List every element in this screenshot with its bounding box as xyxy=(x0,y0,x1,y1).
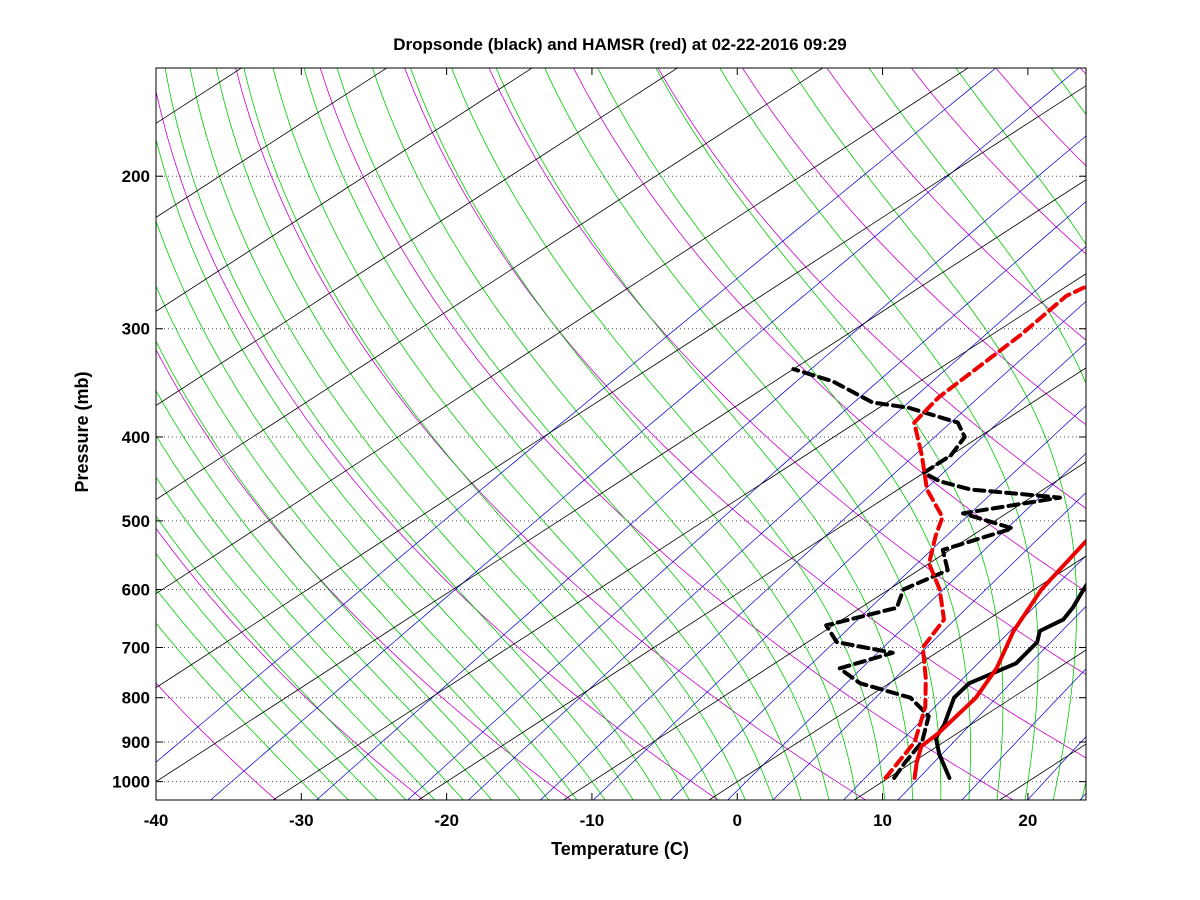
y-tick-label: 300 xyxy=(122,320,150,339)
x-tick-label: 10 xyxy=(873,811,892,830)
moist-adiabat-line xyxy=(164,68,634,800)
mixing-ratio-line xyxy=(897,606,1086,800)
mixing-ratio-line xyxy=(156,68,997,763)
dry-adiabat-line xyxy=(657,68,1086,509)
isotherm-line xyxy=(156,68,969,595)
isotherm-line xyxy=(417,367,1086,800)
dry-adiabat-line xyxy=(156,348,572,800)
plot-area xyxy=(156,68,1086,800)
y-tick-label: 700 xyxy=(122,638,150,657)
isotherm-line xyxy=(562,461,1086,800)
chart-title: Dropsonde (black) and HAMSR (red) at 02-… xyxy=(393,35,846,54)
x-tick-label: 0 xyxy=(733,811,742,830)
x-tick-label: -40 xyxy=(144,811,169,830)
moist-adiabat-line xyxy=(410,68,858,800)
moist-adiabat-line xyxy=(156,515,407,800)
isotherm-line xyxy=(156,68,388,218)
moist-adiabat-line xyxy=(156,622,321,800)
moist-adiabat-line xyxy=(156,220,578,800)
isotherm-line xyxy=(853,649,1086,800)
isotherm-line xyxy=(708,555,1086,800)
hamsr-temperature-line xyxy=(912,538,1086,780)
moist-adiabat-line xyxy=(451,68,886,800)
dropsonde-dewpoint-line xyxy=(791,367,1062,780)
mixing-ratio-line xyxy=(316,135,1086,800)
isotherm-line xyxy=(156,85,1086,689)
isotherm-line xyxy=(156,68,533,312)
moist-adiabat-line xyxy=(597,68,971,800)
moist-adiabat-line xyxy=(156,552,378,800)
y-tick-label: 900 xyxy=(122,733,150,752)
y-tick-label: 600 xyxy=(122,580,150,599)
plot-frame xyxy=(155,67,1087,801)
isotherm-line xyxy=(156,179,1086,783)
y-tick-label: 800 xyxy=(122,689,150,708)
moist-adiabat-line xyxy=(156,137,606,800)
y-axis: 200 300 400 500 600 700 800 900 1000 xyxy=(112,167,1086,792)
y-axis-label: Pressure (mb) xyxy=(72,371,92,492)
series-lines xyxy=(791,284,1086,780)
x-axis: -40 -30 -20 -10 0 10 20 xyxy=(144,68,1037,830)
y-tick-label: 1000 xyxy=(112,773,150,792)
moist-adiabat-line xyxy=(156,389,493,800)
moist-adiabat-line xyxy=(156,285,550,800)
dry-adiabat-line xyxy=(156,682,277,800)
mixing-ratio-line xyxy=(772,492,1086,800)
dry-adiabat-line xyxy=(826,68,1086,341)
x-tick-label: 20 xyxy=(1018,811,1037,830)
moist-adiabat-line xyxy=(868,68,1086,800)
isotherm-line xyxy=(272,273,1086,800)
y-tick-label: 200 xyxy=(122,167,150,186)
y-tick-label: 500 xyxy=(122,512,150,531)
background-lines xyxy=(156,68,1086,800)
mixing-ratio-line xyxy=(1027,736,1086,800)
moist-adiabat-line xyxy=(495,68,914,800)
mixing-ratio-line xyxy=(210,68,1080,800)
isotherm-line xyxy=(156,68,679,406)
mixing-ratio-line xyxy=(961,668,1086,800)
mixing-ratio-line xyxy=(727,452,1086,800)
moist-adiabat-line xyxy=(655,68,1004,800)
x-tick-label: -10 xyxy=(580,811,605,830)
mixing-ratio-line xyxy=(467,246,1086,800)
hamsr-dewpoint-line xyxy=(883,284,1086,780)
grid-lines xyxy=(156,175,1086,783)
dry-adiabat-line xyxy=(742,68,1086,426)
y-tick-label: 400 xyxy=(122,428,150,447)
mixing-ratio-line xyxy=(407,201,1086,800)
mixing-ratio-line xyxy=(539,300,1086,800)
moist-adiabat-line xyxy=(336,68,802,800)
x-tick-label: -30 xyxy=(289,811,314,830)
moist-adiabat-line xyxy=(372,68,830,800)
isotherm-line xyxy=(156,68,824,501)
dropsonde-temperature-line xyxy=(933,582,1086,780)
x-axis-label: Temperature (C) xyxy=(551,839,689,859)
moist-adiabat-line xyxy=(243,68,718,800)
x-tick-label: -20 xyxy=(434,811,459,830)
